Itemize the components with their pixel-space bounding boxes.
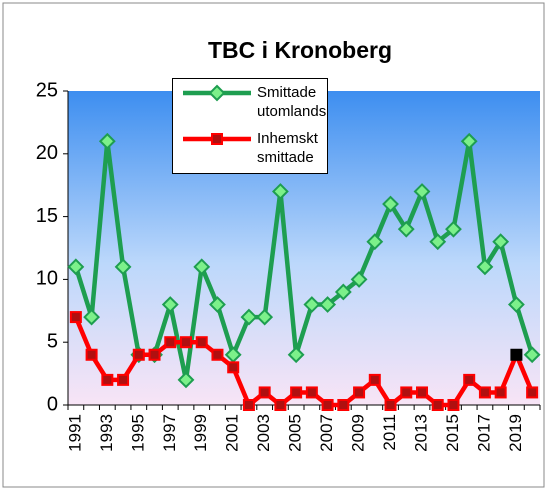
- marker: [510, 348, 523, 361]
- y-tick-label: 25: [36, 79, 58, 101]
- marker: [242, 399, 255, 411]
- legend-swatch: [183, 133, 251, 145]
- x-tick-label: 2007: [317, 414, 336, 452]
- x-tick-label: 2009: [349, 414, 368, 452]
- marker: [211, 348, 224, 361]
- y-tick-label: 10: [36, 268, 58, 290]
- marker: [478, 386, 491, 399]
- marker: [98, 132, 116, 150]
- marker: [353, 386, 366, 399]
- y-tick-label: 15: [36, 205, 58, 227]
- y-tick-label: 5: [47, 330, 58, 352]
- marker: [337, 399, 350, 411]
- legend-label: Inhemskt smittade: [257, 130, 318, 166]
- x-tick-label: 2019: [506, 414, 525, 452]
- chart-title: TBC i Kronoberg: [208, 37, 392, 63]
- marker: [208, 84, 226, 102]
- marker: [397, 220, 415, 238]
- x-tick-label: 2013: [411, 414, 430, 452]
- y-tick-label: 0: [47, 393, 58, 415]
- marker: [161, 296, 179, 313]
- marker: [290, 386, 303, 399]
- marker: [382, 195, 399, 213]
- marker: [85, 348, 98, 361]
- marker: [274, 399, 287, 411]
- x-tick-label: 2011: [380, 414, 399, 451]
- marker: [429, 233, 447, 251]
- marker: [447, 399, 460, 411]
- marker: [319, 296, 337, 313]
- marker: [321, 399, 334, 411]
- marker: [193, 258, 211, 276]
- marker: [507, 296, 525, 313]
- marker: [287, 346, 305, 364]
- marker: [148, 348, 161, 361]
- marker: [463, 373, 476, 386]
- marker: [132, 348, 145, 361]
- x-tick-label: 1993: [97, 414, 116, 452]
- marker: [164, 336, 177, 349]
- legend-swatch: [183, 84, 251, 102]
- marker: [67, 258, 85, 276]
- marker: [195, 336, 208, 349]
- legend-item: Inhemskt smittade: [179, 129, 325, 173]
- marker: [69, 311, 82, 324]
- legend-item: Smittade utomlands: [179, 83, 326, 127]
- marker: [305, 386, 318, 399]
- marker: [384, 399, 397, 411]
- marker: [350, 270, 368, 288]
- marker: [416, 386, 428, 399]
- marker: [492, 233, 510, 251]
- marker: [256, 308, 274, 326]
- x-tick-label: 2003: [254, 414, 273, 452]
- marker: [258, 386, 271, 399]
- marker: [240, 308, 258, 326]
- marker: [209, 296, 226, 313]
- x-tick-label: 1991: [65, 414, 84, 452]
- marker: [334, 283, 352, 301]
- marker: [523, 346, 541, 364]
- marker: [271, 183, 289, 200]
- y-tick-label: 20: [36, 142, 58, 164]
- x-tick-label: 2001: [223, 414, 242, 452]
- marker: [83, 308, 101, 326]
- marker: [400, 386, 413, 399]
- marker: [366, 233, 384, 251]
- marker: [180, 336, 192, 349]
- legend: Smittade utomlands Inhemskt smittade: [172, 78, 328, 174]
- x-tick-label: 1995: [128, 414, 147, 452]
- x-tick-label: 2017: [474, 414, 493, 452]
- marker: [431, 399, 444, 411]
- marker: [177, 371, 195, 389]
- marker: [211, 133, 223, 145]
- marker: [526, 386, 539, 399]
- x-tick-label: 1997: [160, 414, 179, 452]
- marker: [227, 361, 240, 374]
- marker: [368, 373, 381, 386]
- marker: [303, 296, 321, 313]
- marker: [114, 258, 132, 276]
- legend-label: Smittade utomlands: [257, 84, 327, 120]
- marker: [101, 373, 114, 386]
- marker: [413, 183, 431, 200]
- x-tick-label: 1999: [191, 414, 210, 452]
- marker: [117, 373, 130, 386]
- marker: [460, 132, 478, 150]
- x-tick-label: 2005: [286, 414, 305, 452]
- x-tick-label: 2015: [443, 414, 462, 452]
- marker: [494, 386, 507, 399]
- marker: [476, 258, 494, 276]
- marker: [445, 220, 462, 238]
